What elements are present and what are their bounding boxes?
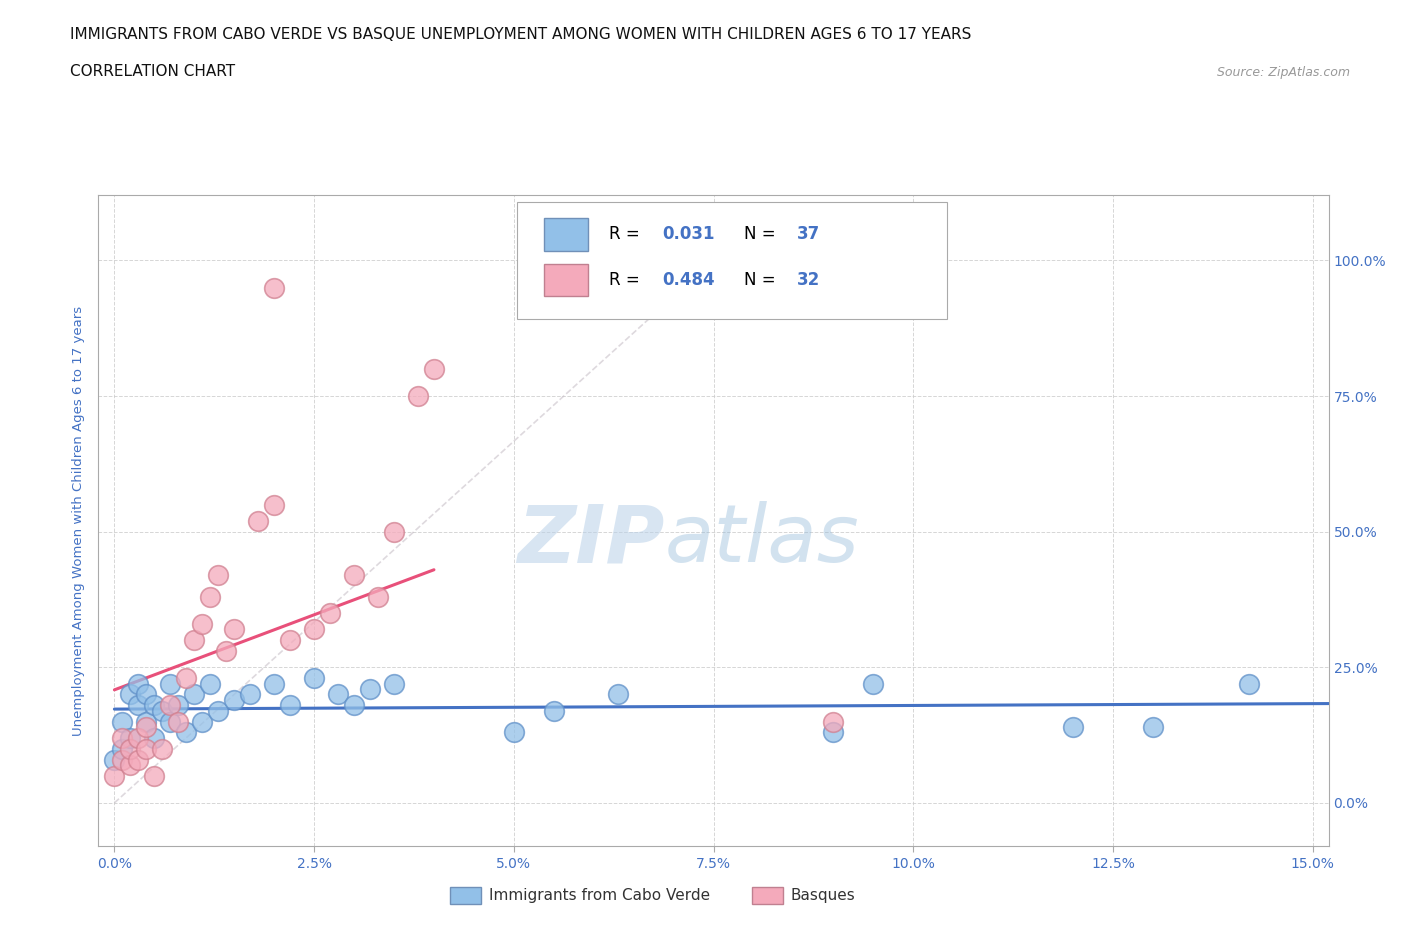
Point	[862, 676, 884, 691]
Point	[183, 687, 205, 702]
Bar	[544, 219, 588, 251]
Point	[382, 525, 405, 539]
Point	[278, 632, 301, 647]
Point	[367, 590, 389, 604]
Point	[120, 757, 142, 772]
Point	[120, 687, 142, 702]
Point	[823, 725, 845, 740]
Point	[191, 617, 214, 631]
Point	[343, 567, 366, 582]
Point	[326, 687, 349, 702]
Point	[1062, 720, 1084, 735]
Point	[159, 714, 181, 729]
Text: R =: R =	[609, 271, 645, 289]
Point	[606, 687, 628, 702]
Point	[135, 687, 157, 702]
Point	[1237, 676, 1260, 691]
Point	[111, 714, 134, 729]
Point	[1142, 720, 1164, 735]
Text: Basques: Basques	[790, 888, 855, 903]
Point	[247, 513, 270, 528]
Point	[359, 682, 381, 697]
Point	[143, 698, 166, 712]
Point	[174, 671, 197, 685]
Point	[215, 644, 238, 658]
Point	[502, 725, 524, 740]
Point	[111, 741, 134, 756]
Text: CORRELATION CHART: CORRELATION CHART	[70, 64, 235, 79]
Point	[543, 703, 565, 718]
Point	[263, 280, 285, 295]
Point	[207, 567, 229, 582]
Bar	[544, 264, 588, 296]
Text: IMMIGRANTS FROM CABO VERDE VS BASQUE UNEMPLOYMENT AMONG WOMEN WITH CHILDREN AGES: IMMIGRANTS FROM CABO VERDE VS BASQUE UNE…	[70, 27, 972, 42]
Point	[343, 698, 366, 712]
Point	[127, 730, 149, 745]
Point	[406, 389, 429, 404]
Point	[159, 676, 181, 691]
Point	[239, 687, 262, 702]
Point	[207, 703, 229, 718]
Point	[135, 720, 157, 735]
Text: Source: ZipAtlas.com: Source: ZipAtlas.com	[1216, 66, 1350, 79]
Point	[127, 752, 149, 767]
Point	[150, 741, 173, 756]
Text: ZIP: ZIP	[517, 501, 665, 579]
Point	[111, 752, 134, 767]
Point	[167, 698, 190, 712]
Text: Immigrants from Cabo Verde: Immigrants from Cabo Verde	[489, 888, 710, 903]
Point	[135, 741, 157, 756]
Point	[382, 676, 405, 691]
Point	[120, 730, 142, 745]
Point	[200, 676, 222, 691]
Point	[135, 714, 157, 729]
Text: N =: N =	[744, 271, 782, 289]
Point	[263, 676, 285, 691]
Point	[191, 714, 214, 729]
Point	[200, 590, 222, 604]
Point	[423, 362, 446, 377]
Text: 0.031: 0.031	[662, 225, 714, 244]
Point	[823, 714, 845, 729]
Point	[127, 698, 149, 712]
Text: N =: N =	[744, 225, 782, 244]
Point	[278, 698, 301, 712]
Point	[143, 768, 166, 783]
Point	[111, 730, 134, 745]
Text: 0.484: 0.484	[662, 271, 714, 289]
Point	[159, 698, 181, 712]
Point	[319, 605, 342, 620]
Point	[302, 622, 325, 637]
Point	[263, 498, 285, 512]
Point	[174, 725, 197, 740]
Point	[302, 671, 325, 685]
Text: 32: 32	[797, 271, 821, 289]
Y-axis label: Unemployment Among Women with Children Ages 6 to 17 years: Unemployment Among Women with Children A…	[72, 306, 86, 736]
Point	[120, 741, 142, 756]
Point	[143, 730, 166, 745]
Point	[167, 714, 190, 729]
Point	[103, 768, 125, 783]
Point	[224, 692, 246, 708]
Point	[183, 632, 205, 647]
Point	[103, 752, 125, 767]
Point	[150, 703, 173, 718]
Point	[224, 622, 246, 637]
Text: atlas: atlas	[665, 501, 859, 579]
Text: 37: 37	[797, 225, 821, 244]
Point	[127, 676, 149, 691]
Text: R =: R =	[609, 225, 645, 244]
FancyBboxPatch shape	[517, 202, 948, 319]
